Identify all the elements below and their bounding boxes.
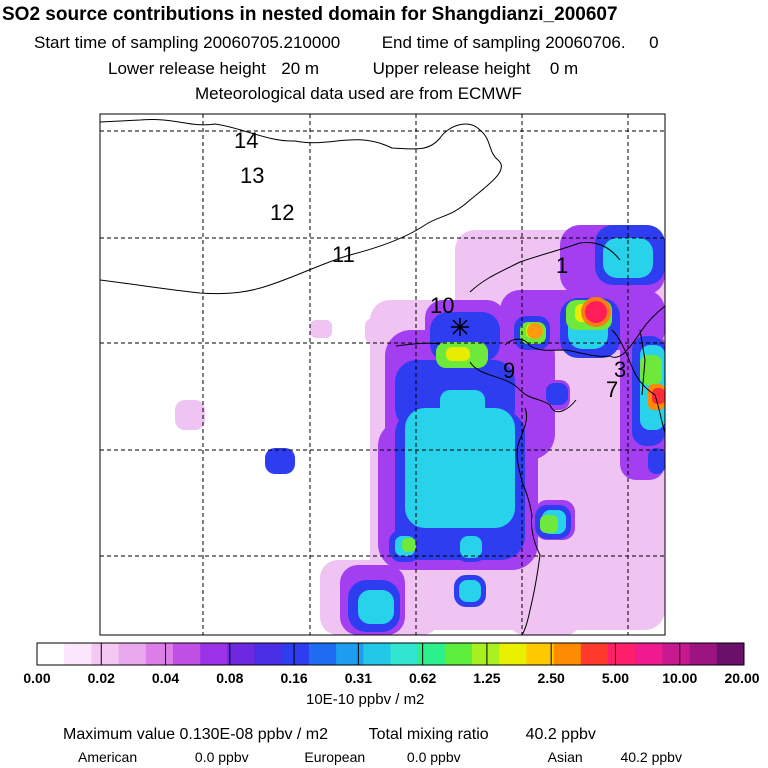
colorbar-tick-label: 0.62 (409, 670, 437, 686)
colorbar-swatch (526, 643, 555, 665)
colorbar-swatch (499, 643, 527, 665)
end-time-value: 20060706. 0 (545, 33, 659, 52)
colorbar-swatch (553, 643, 582, 665)
region-label: 11 (332, 242, 355, 267)
region-label: 9 (503, 358, 515, 383)
upper-height-value: 0 m (549, 59, 579, 78)
colorbar-swatch (308, 643, 337, 665)
colorbar-swatch (227, 643, 256, 665)
page-title: SO2 source contributions in nested domai… (2, 4, 618, 25)
region-label: 13 (240, 163, 264, 188)
region-label: 10 (430, 293, 454, 318)
colorbar-tick-label: 0.00 (23, 670, 51, 686)
colorbar-swatch (336, 643, 364, 665)
summary-stats: Maximum value 0.130E-08 ppbv / m2 Total … (63, 726, 596, 744)
colorbar-swatch (580, 643, 609, 665)
start-time-label: Start time of sampling (34, 33, 199, 52)
region-label: 14 (234, 128, 258, 153)
colorbar-swatch (64, 643, 92, 665)
colorbar-tick-label: 20.00 (724, 670, 760, 686)
colorbar-swatch (363, 643, 391, 665)
european-label: European (304, 749, 366, 765)
region-label: 12 (270, 200, 294, 225)
colorbar-swatch (281, 643, 310, 665)
colorbar-swatch (716, 643, 745, 665)
met-data-note: Meteorological data used are from ECMWF (195, 84, 522, 103)
regional-breakdown: American 0.0 ppbv European 0.0 ppbv Asia… (78, 749, 682, 765)
colorbar-tick-label: 5.00 (601, 670, 630, 686)
upper-height-label: Upper release height (372, 59, 531, 78)
colorbar-swatch (472, 643, 500, 665)
colorbar-tick-label: 0.02 (87, 670, 115, 686)
colorbar-units: 10E-10 ppbv / m2 (306, 691, 425, 708)
colorbar-swatch (635, 643, 663, 665)
european-value: 0.0 ppbv (406, 749, 461, 765)
colorbar-swatch (390, 643, 419, 665)
region-label: 3 (614, 357, 626, 382)
colorbar-tick-label: 1.25 (473, 670, 501, 686)
station-marker-icon (451, 318, 469, 336)
total-mixing-label: Total mixing ratio (368, 726, 489, 743)
american-value: 0.0 ppbv (194, 749, 249, 765)
lower-height-value: 20 m (281, 59, 320, 78)
max-value-label: Maximum value (63, 726, 176, 743)
end-time-label: End time of sampling (381, 33, 541, 52)
asian-value: 40.2 ppbv (620, 749, 682, 765)
total-mixing-value: 40.2 ppbv (525, 726, 596, 743)
release-height-row: Lower release height 20 m Upper release … (108, 59, 578, 79)
colorbar-swatch (91, 643, 120, 665)
lower-height-label: Lower release height (108, 59, 266, 78)
sampling-time-row: Start time of sampling 20060705.210000 E… (34, 33, 659, 53)
colorbar-swatch (37, 643, 65, 665)
colorbar-swatch (689, 643, 718, 665)
colorbar-tick-label: 0.31 (344, 670, 372, 686)
american-label: American (78, 749, 138, 765)
colorbar-tick-label: 2.50 (537, 670, 565, 686)
colorbar-swatch (444, 643, 473, 665)
colorbar-tick-label: 0.04 (151, 670, 180, 686)
colorbar-tick-label: 10.00 (662, 670, 698, 686)
colorbar-swatch (662, 643, 691, 665)
colorbar-swatch (145, 643, 174, 665)
plume-field: 14 13 12 11 10 1 9 3 7 (100, 114, 665, 635)
colorbar-tick-label: 0.16 (280, 670, 308, 686)
colorbar-swatch (118, 643, 147, 665)
asian-label: Asian (547, 749, 583, 765)
colorbar-swatch (172, 643, 201, 665)
colorbar-swatch (200, 643, 228, 665)
region-label: 7 (606, 377, 618, 402)
region-label: 1 (556, 253, 568, 278)
colorbar-swatch (608, 643, 636, 665)
map-frame (99, 113, 666, 636)
max-value: 0.130E-08 ppbv / m2 (179, 726, 329, 743)
colorbar-swatch (417, 643, 446, 665)
start-time-value: 20060705.210000 (203, 33, 341, 52)
colorbar-swatch (254, 643, 283, 665)
colorbar-tick-label: 0.08 (216, 670, 244, 686)
